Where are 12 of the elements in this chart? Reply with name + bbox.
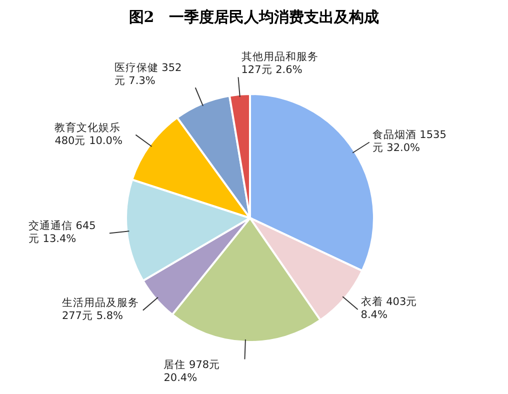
data-label: 277元 5.8% [62,310,123,322]
data-label: 127元 2.6% [241,64,302,76]
chart-title: 图2 一季度居民人均消费支出及构成 [128,8,380,27]
slice-label: 食品烟酒 1535元 32.0% [372,129,448,156]
slice-label: 其他用品和服务 [241,51,318,64]
slice-label: 生活用品及服务 [62,297,139,310]
slice-label: 交通通信 645元 13.4% [28,220,97,246]
slice-label: 医疗保健 352元 7.3% [114,62,183,88]
slice-label: 居住 978元 20.4% [164,359,222,386]
data-label: 480元 10.0% [54,134,122,147]
slice-label: 教育文化娱乐 [54,122,121,134]
slice-label: 衣着 403元 8.4% [360,296,418,322]
